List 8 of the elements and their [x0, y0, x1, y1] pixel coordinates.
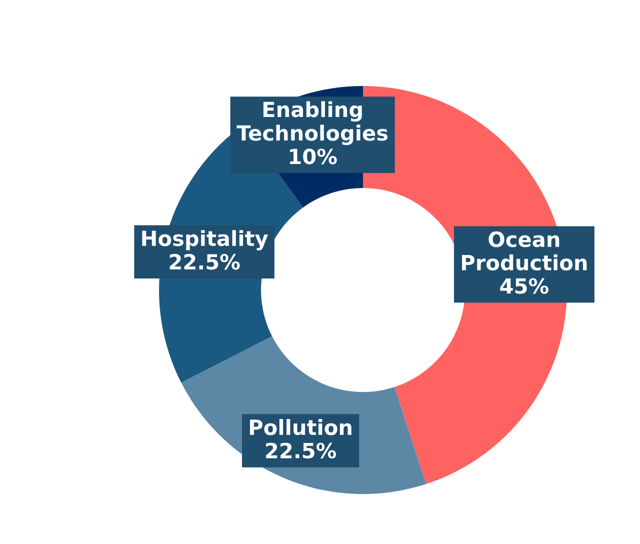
data-label: 22.5% — [170, 254, 240, 270]
slice-label: Hospitality — [142, 230, 268, 250]
data-label: 10% — [290, 148, 337, 164]
data-label: 22.5% — [266, 442, 336, 458]
slice-label: Enabling Technologies — [236, 101, 388, 146]
data-label: 45% — [500, 278, 548, 294]
slice-label: Ocean Production — [462, 231, 587, 271]
slice-label: Pollution — [250, 419, 352, 436]
